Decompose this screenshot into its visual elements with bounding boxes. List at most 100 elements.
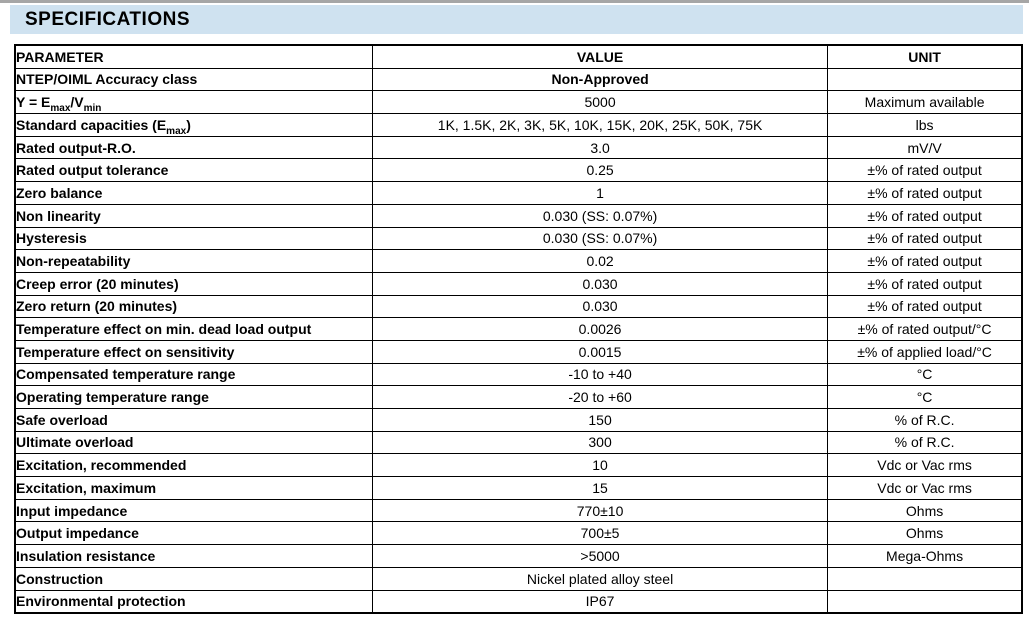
unit-cell: Ohms xyxy=(827,498,1023,523)
column-header-value: VALUE xyxy=(371,44,829,69)
table-row: Creep error (20 minutes) 0.030 ±% of rat… xyxy=(14,271,1023,296)
unit-cell: Vdc or Vac rms xyxy=(827,453,1023,478)
table-row: Zero balance 1 ±% of rated output xyxy=(14,181,1023,205)
value-cell: 10 xyxy=(371,453,829,478)
parameter-cell: Construction xyxy=(14,566,373,591)
unit-cell: ±% of rated output xyxy=(827,226,1023,251)
table-row: Rated output tolerance 0.25 ±% of rated … xyxy=(14,158,1023,183)
unit-cell: ±% of rated output xyxy=(827,203,1023,228)
parameter-cell: Temperature effect on min. dead load out… xyxy=(14,317,373,341)
parameter-cell: Creep error (20 minutes) xyxy=(14,271,373,296)
parameter-cell: Zero return (20 minutes) xyxy=(14,294,373,319)
unit-cell xyxy=(827,67,1023,92)
unit-cell: Mega-Ohms xyxy=(827,544,1023,568)
table-row: Input impedance 770±10 Ohms xyxy=(14,498,1023,523)
parameter-cell: Rated output tolerance xyxy=(14,158,373,183)
table-header-row: PARAMETER VALUE UNIT xyxy=(14,44,1023,69)
parameter-cell: Hysteresis xyxy=(14,226,373,251)
unit-cell: ±% of applied load/°C xyxy=(827,339,1023,364)
value-cell: 1 xyxy=(371,181,829,205)
column-header-parameter: PARAMETER xyxy=(14,44,373,69)
unit-cell: Vdc or Vac rms xyxy=(827,476,1023,500)
unit-cell: ±% of rated output xyxy=(827,158,1023,183)
parameter-cell: Excitation, recommended xyxy=(14,453,373,478)
page-title: SPECIFICATIONS xyxy=(25,8,190,30)
table-row: Safe overload 150 % of R.C. xyxy=(14,408,1023,432)
value-cell: 5000 xyxy=(371,90,829,115)
unit-cell: % of R.C. xyxy=(827,408,1023,432)
unit-cell: ±% of rated output xyxy=(827,249,1023,273)
value-cell: Nickel plated alloy steel xyxy=(371,566,829,591)
table-row: Output impedance 700±5 Ohms xyxy=(14,521,1023,546)
parameter-cell: Standard capacities (Emax) xyxy=(14,113,373,137)
parameter-cell: Input impedance xyxy=(14,498,373,523)
table-row: NTEP/OIML Accuracy class Non-Approved xyxy=(14,67,1023,92)
value-cell: 300 xyxy=(371,430,829,455)
value-cell: 770±10 xyxy=(371,498,829,523)
unit-cell: ±% of rated output xyxy=(827,181,1023,205)
value-cell: 0.030 (SS: 0.07%) xyxy=(371,203,829,228)
unit-cell: lbs xyxy=(827,113,1023,137)
table-row: Environmental protection IP67 xyxy=(14,589,1023,614)
value-cell: 0.02 xyxy=(371,249,829,273)
value-cell: 150 xyxy=(371,408,829,432)
value-cell: Non-Approved xyxy=(371,67,829,92)
parameter-cell: Output impedance xyxy=(14,521,373,546)
table-row: Operating temperature range -20 to +60 °… xyxy=(14,385,1023,409)
section-header-band: SPECIFICATIONS xyxy=(10,5,1023,34)
column-header-unit: UNIT xyxy=(827,44,1023,69)
parameter-cell: Y = Emax/Vmin xyxy=(14,90,373,115)
table-row: Temperature effect on sensitivity 0.0015… xyxy=(14,339,1023,364)
value-cell: -20 to +60 xyxy=(371,385,829,409)
table-row: Insulation resistance >5000 Mega-Ohms xyxy=(14,544,1023,568)
unit-cell: % of R.C. xyxy=(827,430,1023,455)
unit-cell xyxy=(827,589,1023,614)
value-cell: 1K, 1.5K, 2K, 3K, 5K, 10K, 15K, 20K, 25K… xyxy=(371,113,829,137)
table-row: Compensated temperature range -10 to +40… xyxy=(14,362,1023,387)
value-cell: -10 to +40 xyxy=(371,362,829,387)
parameter-cell: Insulation resistance xyxy=(14,544,373,568)
specifications-table: PARAMETER VALUE UNIT NTEP/OIML Accuracy … xyxy=(14,44,1023,615)
unit-cell: °C xyxy=(827,362,1023,387)
parameter-cell: Non-repeatability xyxy=(14,249,373,273)
value-cell: 700±5 xyxy=(371,521,829,546)
parameter-cell: Safe overload xyxy=(14,408,373,432)
parameter-cell: Excitation, maximum xyxy=(14,476,373,500)
unit-cell: ±% of rated output xyxy=(827,294,1023,319)
parameter-cell: Temperature effect on sensitivity xyxy=(14,339,373,364)
parameter-cell: Operating temperature range xyxy=(14,385,373,409)
parameter-cell: Environmental protection xyxy=(14,589,373,614)
parameter-cell: Rated output-R.O. xyxy=(14,135,373,160)
unit-cell: ±% of rated output/°C xyxy=(827,317,1023,341)
page-top-border xyxy=(0,0,1029,3)
table-row: Zero return (20 minutes) 0.030 ±% of rat… xyxy=(14,294,1023,319)
parameter-cell: Compensated temperature range xyxy=(14,362,373,387)
value-cell: 15 xyxy=(371,476,829,500)
parameter-cell: Non linearity xyxy=(14,203,373,228)
unit-cell xyxy=(827,566,1023,591)
unit-cell: Maximum available xyxy=(827,90,1023,115)
parameter-cell: NTEP/OIML Accuracy class xyxy=(14,67,373,92)
table-row: Construction Nickel plated alloy steel xyxy=(14,566,1023,591)
table-body: NTEP/OIML Accuracy class Non-Approved Y … xyxy=(14,67,1023,614)
unit-cell: Ohms xyxy=(827,521,1023,546)
value-cell: 0.25 xyxy=(371,158,829,183)
unit-cell: mV/V xyxy=(827,135,1023,160)
table-row: Non linearity 0.030 (SS: 0.07%) ±% of ra… xyxy=(14,203,1023,228)
table-row: Temperature effect on min. dead load out… xyxy=(14,317,1023,341)
table-row: Ultimate overload 300 % of R.C. xyxy=(14,430,1023,455)
unit-cell: °C xyxy=(827,385,1023,409)
value-cell: >5000 xyxy=(371,544,829,568)
parameter-cell: Zero balance xyxy=(14,181,373,205)
table-row: Standard capacities (Emax) 1K, 1.5K, 2K,… xyxy=(14,113,1023,137)
table-row: Y = Emax/Vmin 5000 Maximum available xyxy=(14,90,1023,115)
parameter-cell: Ultimate overload xyxy=(14,430,373,455)
value-cell: 0.030 xyxy=(371,271,829,296)
table-row: Non-repeatability 0.02 ±% of rated outpu… xyxy=(14,249,1023,273)
unit-cell: ±% of rated output xyxy=(827,271,1023,296)
table-row: Hysteresis 0.030 (SS: 0.07%) ±% of rated… xyxy=(14,226,1023,251)
value-cell: 0.030 xyxy=(371,294,829,319)
table-row: Excitation, maximum 15 Vdc or Vac rms xyxy=(14,476,1023,500)
value-cell: 0.0015 xyxy=(371,339,829,364)
table-row: Excitation, recommended 10 Vdc or Vac rm… xyxy=(14,453,1023,478)
